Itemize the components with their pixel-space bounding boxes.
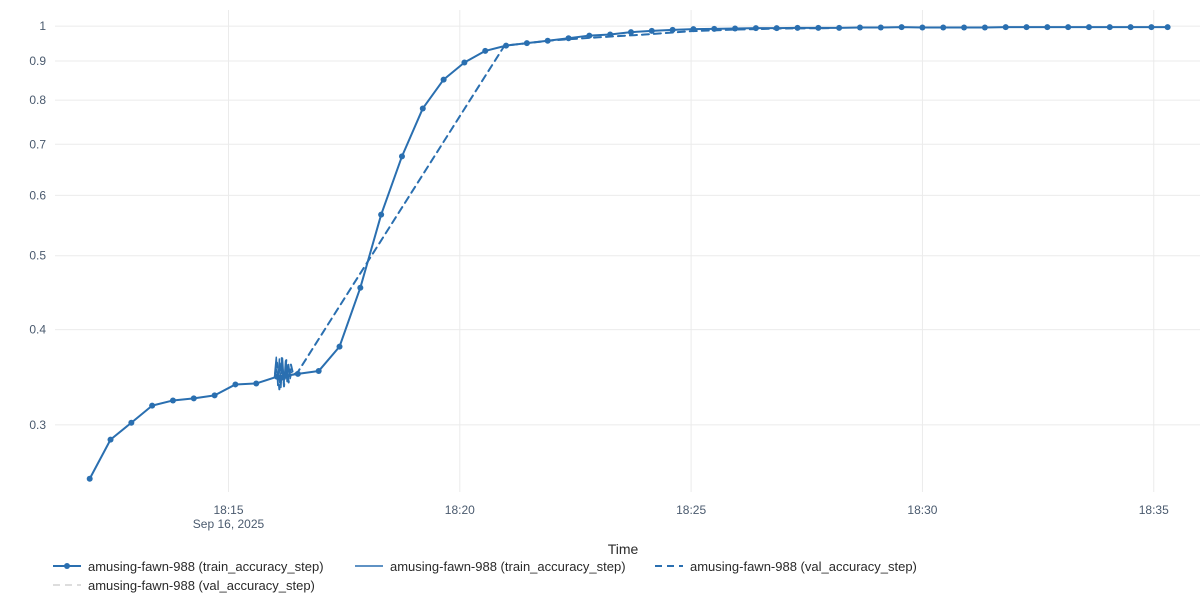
data-point bbox=[419, 105, 426, 112]
data-point bbox=[274, 373, 281, 380]
data-point bbox=[877, 24, 884, 31]
data-point bbox=[232, 381, 239, 388]
data-point bbox=[398, 153, 405, 160]
data-point bbox=[190, 395, 197, 402]
legend-item[interactable]: amusing-fawn-988 (train_accuracy_step) bbox=[53, 559, 324, 574]
data-point bbox=[294, 370, 301, 377]
series-line bbox=[273, 27, 831, 391]
data-point bbox=[440, 76, 447, 83]
data-point bbox=[211, 392, 218, 399]
series-line bbox=[88, 26, 1169, 480]
data-point bbox=[544, 37, 551, 44]
legend-item[interactable]: amusing-fawn-988 (train_accuracy_step) bbox=[355, 559, 626, 574]
data-point bbox=[815, 24, 822, 31]
y-tick-label: 1 bbox=[39, 19, 46, 33]
data-point bbox=[856, 24, 863, 31]
data-point bbox=[1085, 24, 1092, 31]
x-tick-label: 18:20 bbox=[445, 503, 475, 517]
y-tick-label: 0.5 bbox=[29, 249, 46, 263]
data-point bbox=[752, 25, 759, 32]
legend-label: amusing-fawn-988 (val_accuracy_step) bbox=[88, 578, 315, 593]
data-point bbox=[336, 343, 343, 350]
grid-layer bbox=[55, 10, 1200, 492]
data-point bbox=[149, 402, 156, 409]
data-point bbox=[107, 436, 114, 443]
y-tick-label: 0.4 bbox=[29, 323, 46, 337]
data-point bbox=[1164, 24, 1171, 31]
data-point bbox=[523, 40, 530, 47]
y-tick-label: 0.7 bbox=[29, 137, 46, 151]
data-point bbox=[1065, 24, 1072, 31]
data-point bbox=[648, 27, 655, 34]
data-point bbox=[283, 372, 290, 379]
data-point bbox=[1023, 24, 1030, 31]
data-point bbox=[961, 24, 968, 31]
data-point bbox=[898, 24, 905, 31]
legend-label: amusing-fawn-988 (train_accuracy_step) bbox=[390, 559, 626, 574]
x-axis-title: Time bbox=[608, 541, 639, 557]
data-point bbox=[940, 24, 947, 31]
x-tick-label: 18:35 bbox=[1139, 503, 1169, 517]
series-layer bbox=[86, 24, 1171, 482]
x-tick-label: 18:15 bbox=[213, 503, 243, 517]
legend-label: amusing-fawn-988 (train_accuracy_step) bbox=[88, 559, 324, 574]
legend[interactable]: amusing-fawn-988 (train_accuracy_step)am… bbox=[53, 559, 917, 593]
x-tick-date-label: Sep 16, 2025 bbox=[193, 517, 265, 531]
y-tick-label: 0.6 bbox=[29, 188, 46, 202]
legend-marker bbox=[64, 563, 70, 569]
data-point bbox=[627, 29, 634, 36]
data-point bbox=[1148, 24, 1155, 31]
data-point bbox=[503, 42, 510, 49]
data-point bbox=[711, 25, 718, 32]
x-tick-label: 18:25 bbox=[676, 503, 706, 517]
data-point bbox=[1106, 24, 1113, 31]
data-point bbox=[669, 26, 676, 33]
data-point bbox=[482, 47, 489, 54]
data-point bbox=[836, 24, 843, 31]
data-point bbox=[86, 475, 93, 482]
legend-label: amusing-fawn-988 (val_accuracy_step) bbox=[690, 559, 917, 574]
data-point bbox=[586, 32, 593, 39]
data-point bbox=[461, 59, 468, 66]
data-point bbox=[773, 25, 780, 32]
data-point bbox=[565, 35, 572, 42]
y-tick-label: 0.9 bbox=[29, 54, 46, 68]
data-point bbox=[378, 211, 385, 218]
x-tick-label: 18:30 bbox=[907, 503, 937, 517]
data-point bbox=[253, 380, 260, 387]
data-point bbox=[981, 24, 988, 31]
legend-item[interactable]: amusing-fawn-988 (val_accuracy_step) bbox=[53, 578, 315, 593]
data-point bbox=[1044, 24, 1051, 31]
data-point bbox=[794, 24, 801, 31]
data-point bbox=[315, 368, 322, 375]
y-tick-label: 0.8 bbox=[29, 93, 46, 107]
series-group bbox=[86, 24, 1171, 482]
legend-item[interactable]: amusing-fawn-988 (val_accuracy_step) bbox=[655, 559, 917, 574]
y-tick-label: 0.3 bbox=[29, 418, 46, 432]
data-point bbox=[1127, 24, 1134, 31]
series-group bbox=[273, 27, 831, 391]
tick-labels: 0.3 0.4 0.5 0.6 0.7 0.8 0.9 1 18:15 18:20 18:25 18:… bbox=[29, 19, 1169, 531]
data-point bbox=[357, 284, 364, 291]
data-point bbox=[128, 419, 135, 426]
data-point bbox=[919, 24, 926, 31]
data-point bbox=[1002, 24, 1009, 31]
data-point bbox=[690, 26, 697, 33]
data-point bbox=[732, 25, 739, 32]
data-point bbox=[169, 397, 176, 404]
data-point bbox=[607, 31, 614, 38]
